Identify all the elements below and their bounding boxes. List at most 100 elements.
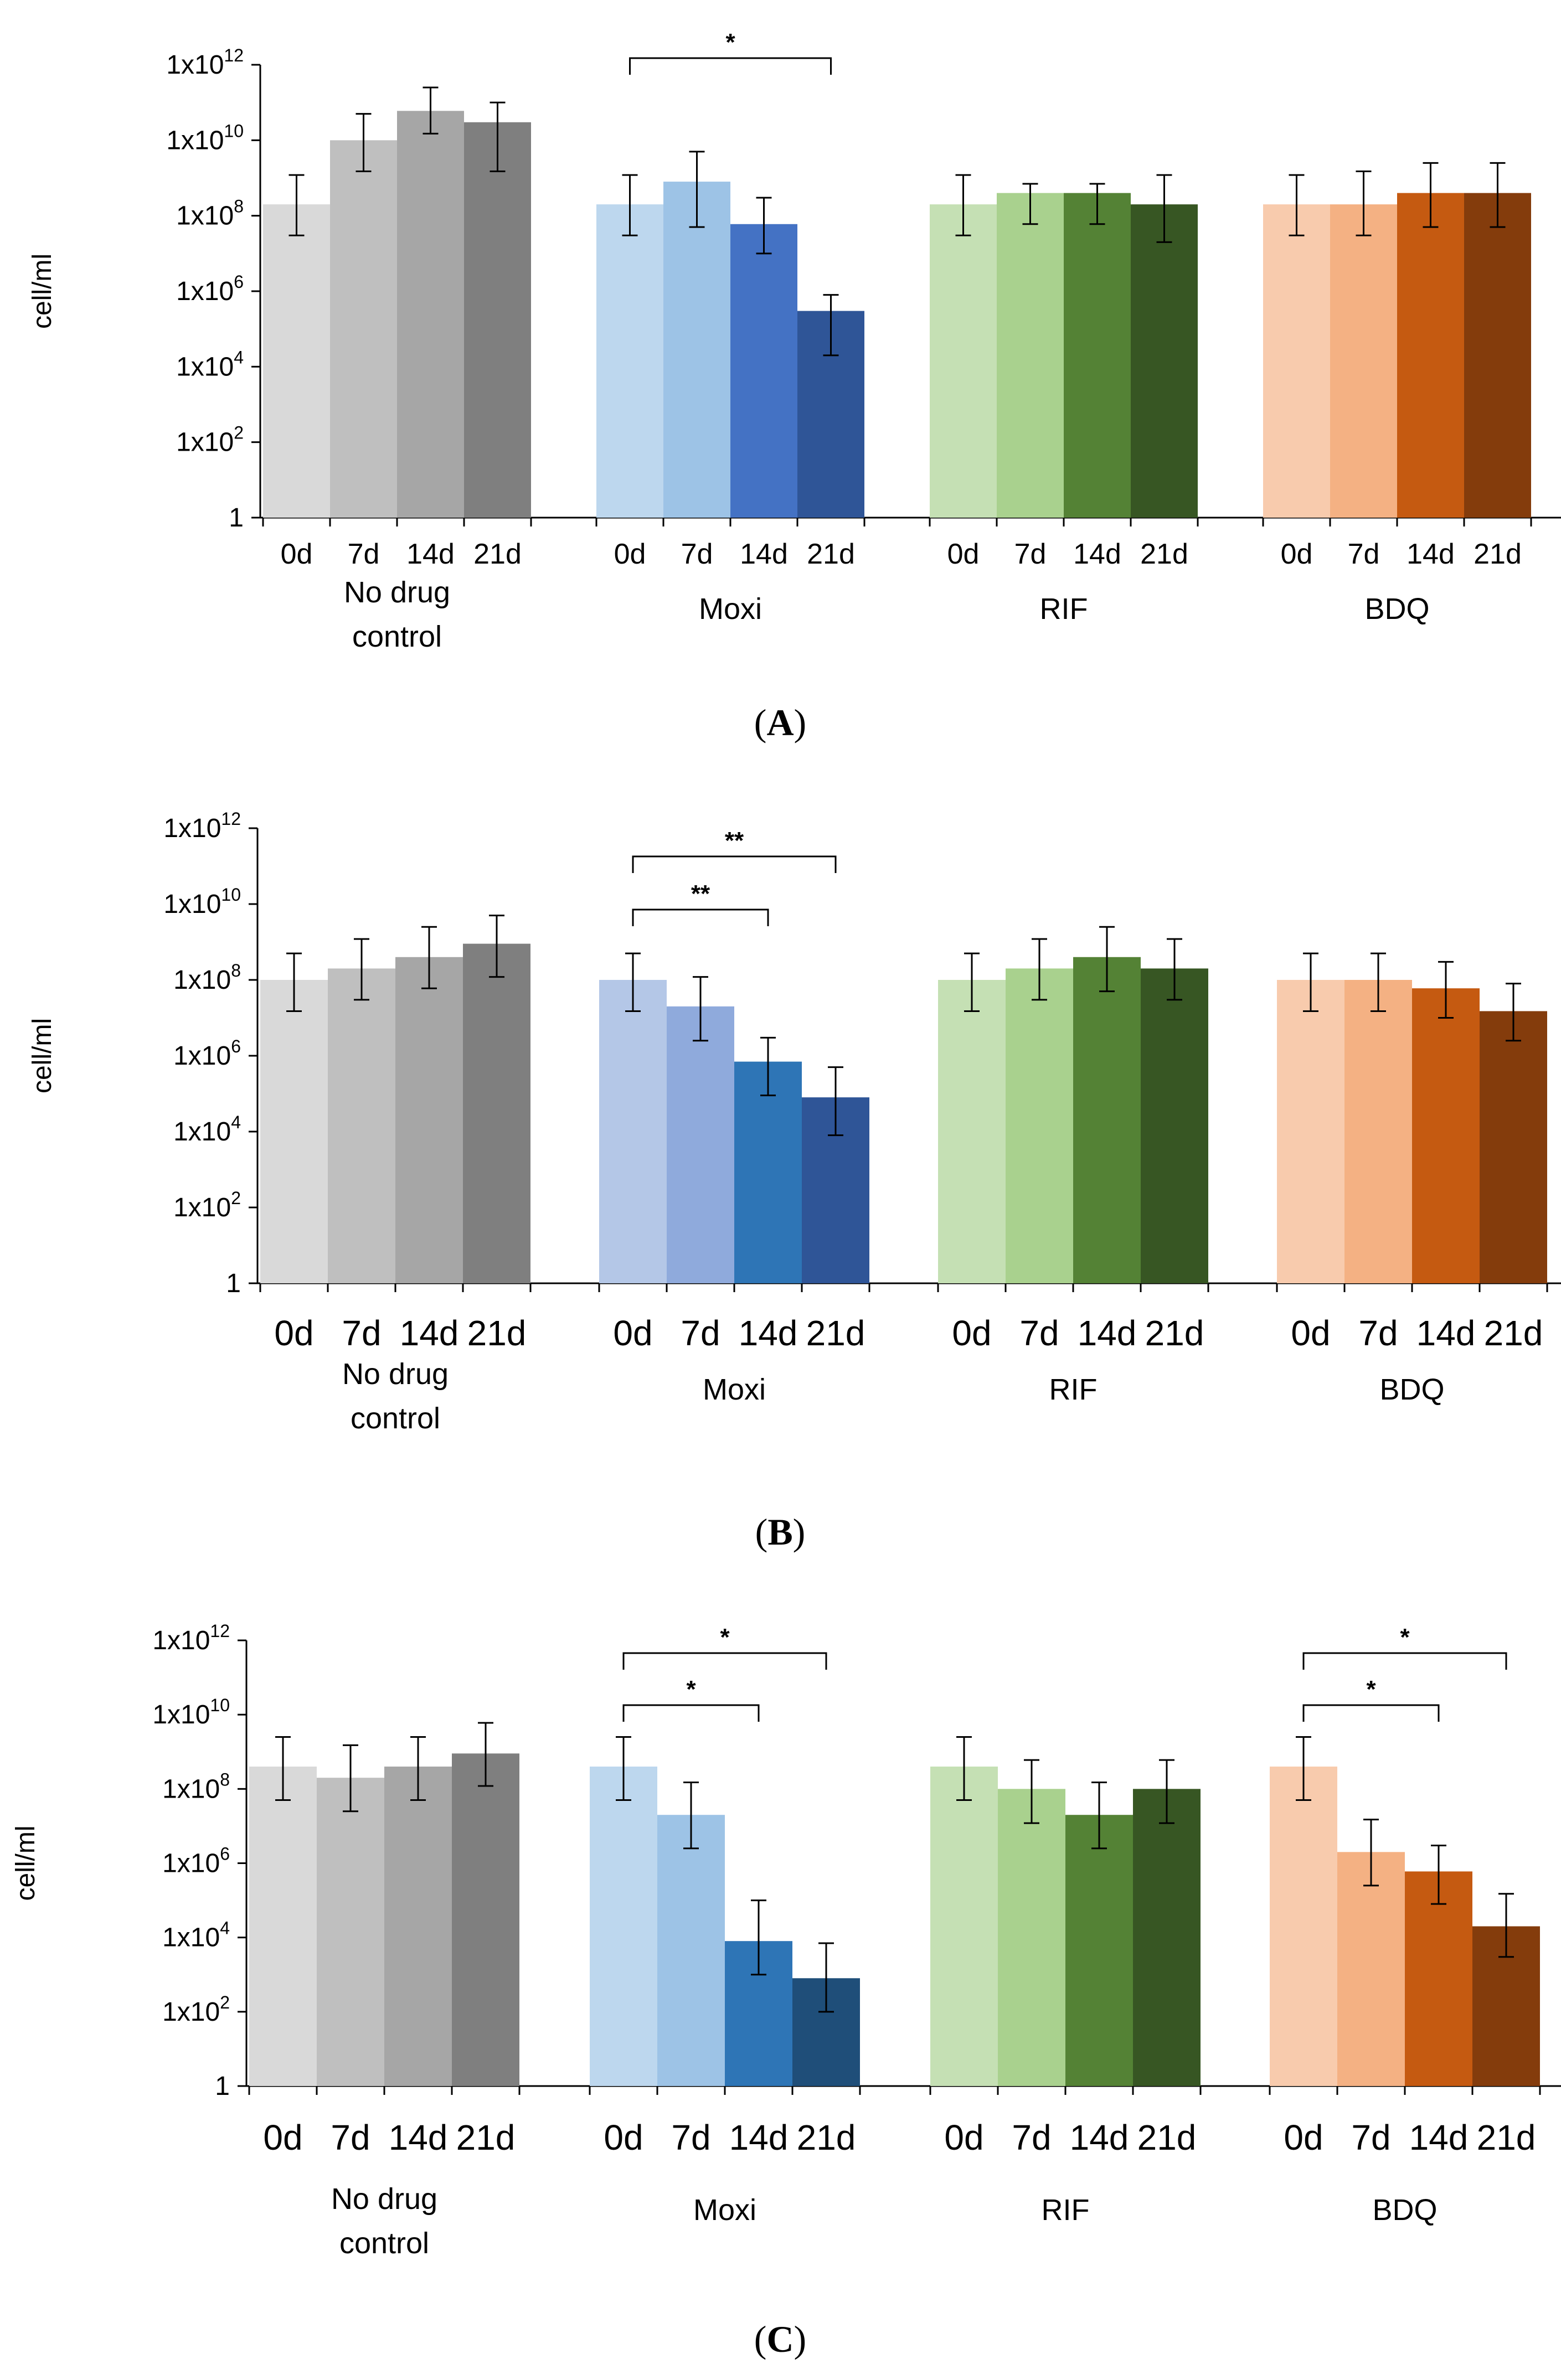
- significance-label: *: [720, 1624, 730, 1651]
- bar-bdq-14d: [1405, 1871, 1472, 2086]
- bar-no-drug-control-14d: [397, 111, 464, 518]
- group-label: control: [351, 1402, 440, 1435]
- x-tick-label: 21d: [807, 538, 855, 570]
- y-axis-label: cell/ml: [28, 254, 57, 329]
- significance-bracket: [622, 1652, 827, 1670]
- bar-bdq-0d: [1277, 980, 1344, 1283]
- x-tick-label: 7d: [1358, 1313, 1398, 1353]
- bar-no-drug-control-21d: [463, 943, 530, 1283]
- x-tick-label: 14d: [1070, 2118, 1129, 2157]
- significance-label: *: [1400, 1624, 1410, 1651]
- bar-no-drug-control-21d: [464, 122, 531, 518]
- x-tick-label: 21d: [1140, 538, 1188, 570]
- bar-no-drug-control-14d: [395, 957, 463, 1283]
- x-tick-label: 14d: [1416, 1313, 1476, 1353]
- significance-bracket: [622, 1704, 760, 1722]
- bar-bdq-0d: [1263, 204, 1330, 518]
- bar-moxi-14d: [730, 224, 797, 518]
- significance-label: *: [725, 29, 735, 56]
- y-tick-label: 1x108: [173, 961, 241, 995]
- bar-moxi-7d: [657, 1815, 725, 2086]
- bar-bdq-7d: [1337, 1852, 1405, 2086]
- y-tick-label: 1x1010: [152, 1695, 230, 1729]
- x-tick-label: 21d: [467, 1313, 527, 1353]
- panel-label: (B): [755, 1511, 806, 1553]
- bar-no-drug-control-14d: [384, 1766, 452, 2086]
- group-label: No drug: [331, 2182, 437, 2216]
- x-tick-label: 14d: [406, 538, 455, 570]
- group-label: Moxi: [699, 592, 762, 626]
- bar-rif-7d: [997, 193, 1064, 518]
- y-tick-label: 1: [229, 503, 244, 533]
- bar-bdq-14d: [1412, 988, 1480, 1283]
- bar-bdq-21d: [1480, 1011, 1547, 1283]
- x-tick-label: 21d: [1137, 2118, 1197, 2157]
- y-tick-label: 1x102: [162, 1992, 230, 2027]
- bar-rif-7d: [998, 1789, 1065, 2086]
- bar-moxi-7d: [667, 1006, 734, 1283]
- significance-bracket: [629, 57, 832, 75]
- x-tick-label: 0d: [263, 2118, 302, 2157]
- y-tick-label: 1x1012: [163, 809, 241, 843]
- x-tick-label: 0d: [1281, 538, 1313, 570]
- significance-bracket: [632, 908, 769, 926]
- bar-no-drug-control-0d: [249, 1766, 317, 2086]
- y-tick-label: 1: [226, 1269, 241, 1298]
- bar-bdq-7d: [1330, 204, 1397, 518]
- bar-rif-21d: [1133, 1789, 1201, 2086]
- bar-moxi-0d: [596, 204, 663, 518]
- bar-no-drug-control-7d: [328, 968, 395, 1283]
- significance-bracket: [1302, 1652, 1507, 1670]
- y-axis-label: cell/ml: [28, 1018, 57, 1093]
- x-tick-label: 21d: [456, 2118, 516, 2157]
- panel-label: (C): [754, 2318, 806, 2360]
- bar-rif-14d: [1065, 1815, 1133, 2086]
- x-tick-label: 7d: [1348, 538, 1380, 570]
- x-tick-label: 14d: [389, 2118, 448, 2157]
- bar-bdq-14d: [1397, 193, 1464, 518]
- bar-no-drug-control-0d: [260, 980, 328, 1283]
- x-tick-label: 14d: [1409, 2118, 1469, 2157]
- x-tick-label: 7d: [342, 1313, 381, 1353]
- group-label: control: [352, 620, 442, 653]
- x-tick-label: 0d: [944, 2118, 983, 2157]
- group-label: control: [339, 2227, 429, 2260]
- y-tick-label: 1x106: [173, 1036, 241, 1071]
- x-tick-label: 14d: [1078, 1313, 1137, 1353]
- bar-rif-14d: [1064, 193, 1131, 518]
- y-tick-label: 1x108: [162, 1769, 230, 1804]
- chart-panel-b: 1 1x102 1x104 1x106 1x108 1x1010 1x1012 cell/ml…: [28, 809, 1561, 1553]
- x-tick-label: 7d: [1012, 2118, 1051, 2157]
- x-tick-label: 21d: [473, 538, 522, 570]
- bar-rif-7d: [1006, 968, 1073, 1283]
- group-label: Moxi: [703, 1373, 766, 1406]
- group-label: No drug: [342, 1357, 449, 1391]
- x-tick-label: 7d: [331, 2118, 370, 2157]
- significance-label: *: [686, 1676, 696, 1703]
- group-label: RIF: [1049, 1373, 1098, 1406]
- x-tick-label: 21d: [1474, 538, 1522, 570]
- y-tick-label: 1x102: [176, 423, 244, 457]
- x-tick-label: 0d: [613, 1313, 652, 1353]
- group-label: Moxi: [693, 2193, 756, 2227]
- x-tick-label: 14d: [400, 1313, 459, 1353]
- y-tick-label: 1x1010: [166, 121, 244, 155]
- x-tick-label: 7d: [1351, 2118, 1390, 2157]
- bar-rif-14d: [1073, 957, 1141, 1283]
- y-tick-label: 1x102: [173, 1188, 241, 1222]
- y-tick-label: 1x106: [162, 1844, 230, 1878]
- significance-bracket: [632, 855, 837, 873]
- y-tick-label: 1x104: [176, 347, 244, 381]
- x-tick-label: 14d: [739, 1313, 798, 1353]
- bar-bdq-7d: [1344, 980, 1412, 1283]
- bar-rif-21d: [1141, 968, 1208, 1283]
- bar-no-drug-control-0d: [263, 204, 330, 518]
- x-tick-label: 0d: [947, 538, 980, 570]
- significance-label: **: [725, 827, 744, 854]
- x-tick-label: 0d: [952, 1313, 991, 1353]
- y-tick-label: 1x108: [176, 197, 244, 231]
- bar-moxi-0d: [590, 1766, 657, 2086]
- x-tick-label: 14d: [1073, 538, 1121, 570]
- y-tick-label: 1x1012: [166, 45, 244, 80]
